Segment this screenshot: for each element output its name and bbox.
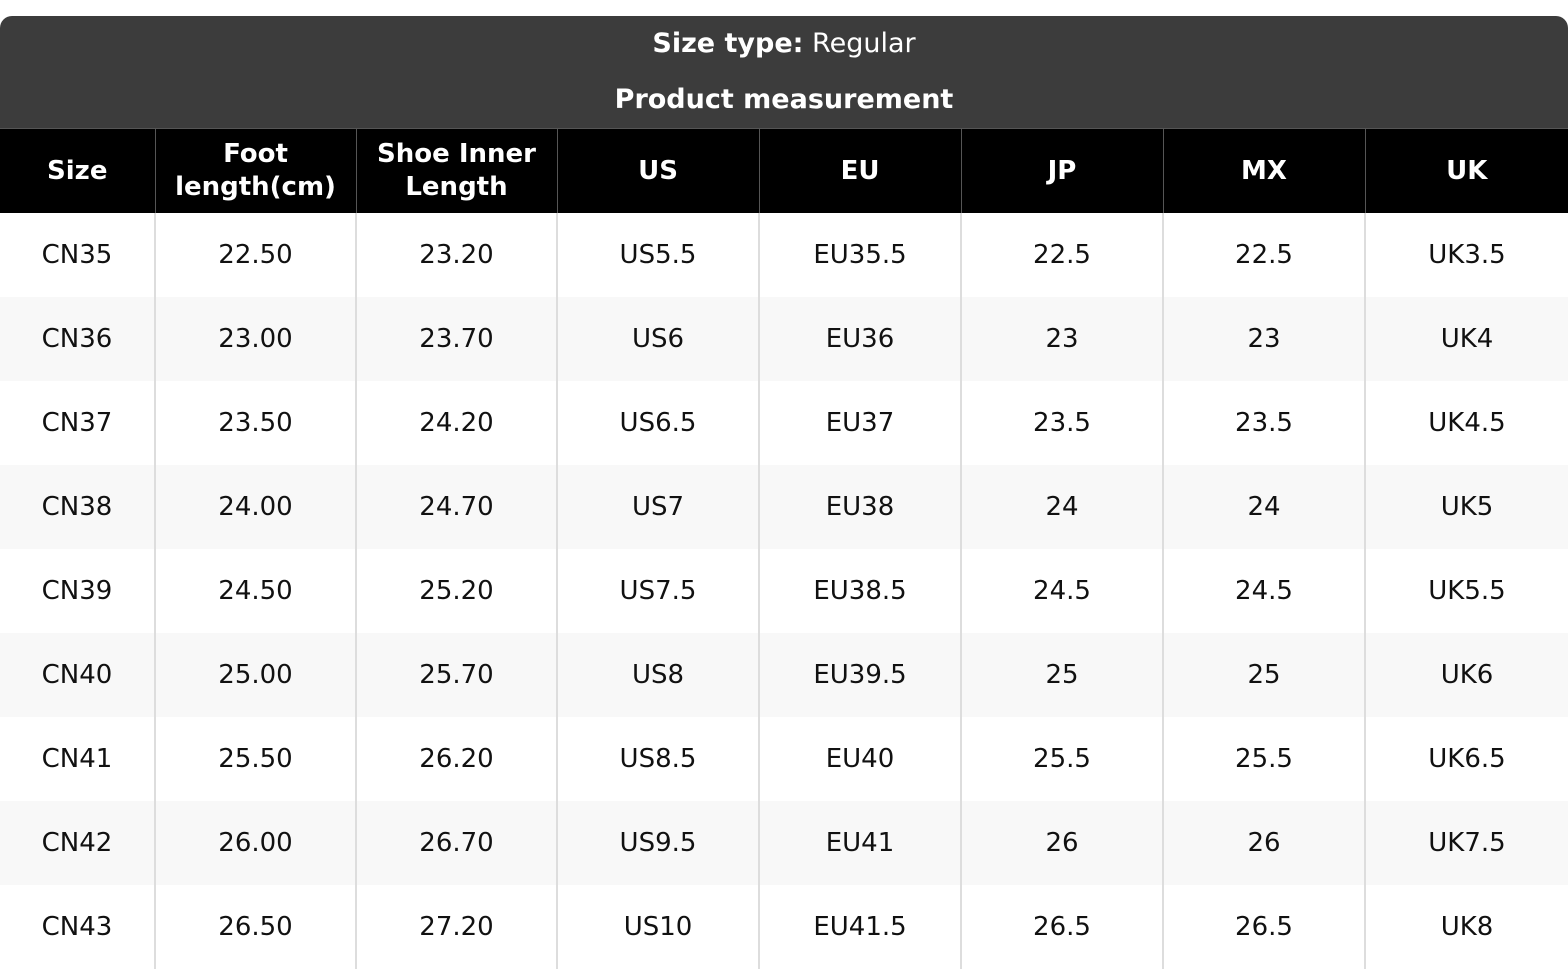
column-header: UK (1364, 128, 1568, 213)
table-cell: US5.5 (556, 213, 759, 297)
table-cell: EU36 (758, 297, 961, 381)
table-cell: UK5.5 (1364, 549, 1568, 633)
table-row: CN42 26.00 26.70 US9.5 EU41 26 26 UK7.5 (0, 801, 1568, 885)
size-type-value: Regular (812, 28, 916, 59)
table-cell: 22.5 (1162, 213, 1365, 297)
table-cell: EU41.5 (758, 885, 961, 969)
table-cell: 27.20 (355, 885, 557, 969)
table-cell: 23 (1162, 297, 1365, 381)
table-cell: 25.00 (154, 633, 356, 717)
table-cell: EU38 (758, 465, 961, 549)
column-header: Size (0, 128, 155, 213)
size-chart: Size type: Regular Product measurement S… (0, 16, 1568, 969)
table-cell: 26.5 (960, 885, 1163, 969)
column-header: EU (758, 128, 961, 213)
table-cell: 24 (1162, 465, 1365, 549)
table-cell: EU40 (758, 717, 961, 801)
column-header: Foot length(cm) (154, 128, 356, 213)
table-cell: 23.5 (1162, 381, 1365, 465)
header-title: Product measurement (614, 84, 954, 115)
table-cell: UK8 (1364, 885, 1568, 969)
table-row: CN43 26.50 27.20 US10 EU41.5 26.5 26.5 UK8 (0, 885, 1568, 969)
table-cell: 24 (960, 465, 1163, 549)
size-type-label: Size type: (652, 28, 804, 59)
table-cell: 26.20 (355, 717, 557, 801)
table-cell: UK3.5 (1364, 213, 1568, 297)
column-header: US (556, 128, 759, 213)
table-cell: CN39 (41, 576, 113, 606)
table-cell: CN36 (0, 297, 155, 381)
table-cell: 26.5 (1162, 885, 1365, 969)
table-cell: UK6 (1364, 633, 1568, 717)
table-cell: UK7.5 (1364, 801, 1568, 885)
table-cell: US10 (556, 885, 759, 969)
table-cell: EU35.5 (758, 213, 961, 297)
table-row: CN39 24.50 25.20 US7.5 EU38.5 24.5 24.5 UK5.5 (0, 549, 1568, 633)
table-cell: 26.50 (154, 885, 356, 969)
table-cell: 24.5 (1162, 549, 1365, 633)
table-cell: CN38 (0, 465, 155, 549)
table-cell: CN35 (41, 240, 113, 270)
table-cell: 22.50 (154, 213, 356, 297)
table-body: CN35 22.50 23.20 US5.5 EU35.5 22.5 22.5 UK3.5 CN… (0, 213, 1568, 969)
table-cell: UK4 (1364, 297, 1568, 381)
table-cell: EU37 (758, 381, 961, 465)
table-cell: US8 (556, 633, 759, 717)
table-row: CN40 25.00 25.70 US8 EU39.5 25 25 UK6 (0, 633, 1568, 717)
table-cell: 23 (960, 297, 1163, 381)
table-cell: 23.5 (960, 381, 1163, 465)
table-row: CN41 25.50 26.20 US8.5 EU40 25.5 25.5 UK6.5 (0, 717, 1568, 801)
table-row: CN35 22.50 23.20 US5.5 EU35.5 22.5 22.5 UK3.5 (0, 213, 1568, 297)
table-cell: 24.20 (355, 381, 557, 465)
column-header: MX (1162, 128, 1365, 213)
table-row: CN38 24.00 24.70 US7 EU38 24 24 UK5 (0, 465, 1568, 549)
table-cell: CN42 (0, 801, 155, 885)
size-table: Size Foot length(cm) Shoe Inner Length US EU… (0, 128, 1568, 969)
table-cell: UK5 (1364, 465, 1568, 549)
table-cell: 25.20 (355, 549, 557, 633)
table-cell: 26.70 (355, 801, 557, 885)
table-cell: 26 (960, 801, 1163, 885)
table-cell: 26 (1162, 801, 1365, 885)
table-cell: CN43 (41, 912, 113, 942)
column-header: Shoe Inner Length (355, 128, 557, 213)
header-row: Size Foot length(cm) Shoe Inner Length US EU… (0, 128, 1568, 213)
table-row: CN36 23.00 23.70 US6 EU36 23 23 UK4 (0, 297, 1568, 381)
table-cell: EU39.5 (758, 633, 961, 717)
table-cell: 25 (1162, 633, 1365, 717)
table-cell: EU38.5 (758, 549, 961, 633)
table-cell: 25 (960, 633, 1163, 717)
size-type: Size type: Regular (0, 16, 1568, 72)
table-cell: UK4.5 (1364, 381, 1568, 465)
header: Size type: Regular Product measurement (0, 16, 1568, 128)
table-row: CN37 23.50 24.20 US6.5 EU37 23.5 23.5 UK4.5 (0, 381, 1568, 465)
table-cell: EU41 (758, 801, 961, 885)
table-cell: 24.70 (355, 465, 557, 549)
table-cell: UK6.5 (1364, 717, 1568, 801)
table-cell: 23.50 (154, 381, 356, 465)
table-cell: US7.5 (556, 549, 759, 633)
table-cell: CN40 (0, 633, 155, 717)
table-cell: 24.00 (154, 465, 356, 549)
table-cell: US8.5 (556, 717, 759, 801)
table-cell: 23.00 (154, 297, 356, 381)
table-cell: US6 (556, 297, 759, 381)
table-cell: 23.70 (355, 297, 557, 381)
table-cell: 24.50 (154, 549, 356, 633)
table-cell: 25.50 (154, 717, 356, 801)
table-cell: 25.5 (960, 717, 1163, 801)
table-cell: 23.20 (355, 213, 557, 297)
table-cell: 25.70 (355, 633, 557, 717)
table-cell: 25.5 (1162, 717, 1365, 801)
table-cell: CN41 (41, 744, 113, 774)
table-cell: 22.5 (960, 213, 1163, 297)
table-cell: 24.5 (960, 549, 1163, 633)
table-cell: CN37 (41, 408, 113, 438)
table-cell: 26.00 (154, 801, 356, 885)
table-cell: US9.5 (556, 801, 759, 885)
table-cell: US7 (556, 465, 759, 549)
column-header: JP (960, 128, 1163, 213)
table-cell: US6.5 (556, 381, 759, 465)
